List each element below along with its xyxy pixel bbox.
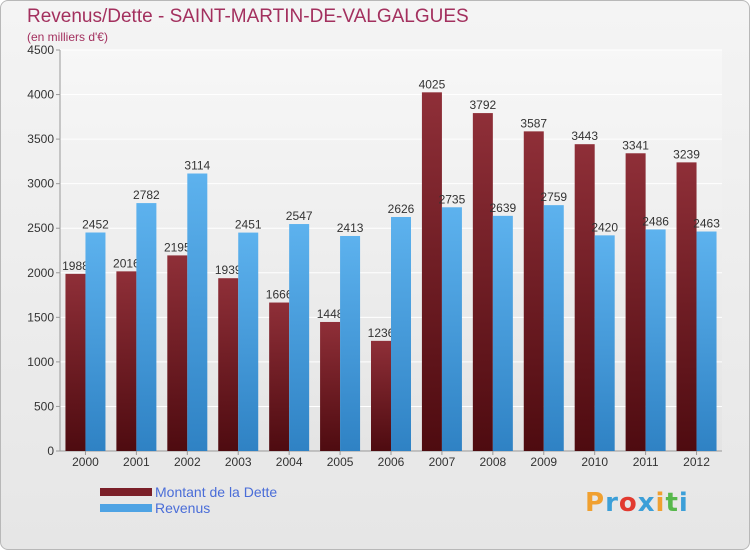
bar-dette — [523, 131, 544, 451]
bar-dette — [65, 273, 86, 451]
bar-revenus — [594, 235, 615, 451]
bar-dette — [625, 153, 646, 451]
chart-subtitle: (en milliers d'€) — [27, 30, 108, 44]
data-label-dette: 1666 — [266, 288, 293, 302]
data-label-dette: 2016 — [113, 256, 140, 270]
x-tick-label: 2000 — [72, 455, 99, 469]
data-label-revenus: 2451 — [235, 218, 262, 232]
x-tick-label: 2001 — [123, 455, 150, 469]
y-tick-label: 3500 — [27, 132, 54, 146]
data-label-revenus: 2782 — [133, 188, 160, 202]
bar-revenus — [238, 232, 259, 451]
data-label-revenus: 2420 — [591, 220, 618, 234]
bar-dette — [676, 162, 697, 451]
y-tick-label: 500 — [34, 399, 54, 413]
data-label-dette: 3792 — [469, 98, 496, 112]
legend-label-dette: Montant de la Dette — [155, 484, 278, 500]
data-label-dette: 2195 — [164, 240, 191, 254]
bar-revenus — [85, 232, 106, 451]
data-label-dette: 1448 — [317, 307, 344, 321]
x-tick-label: 2003 — [225, 455, 252, 469]
data-label-dette: 3239 — [673, 147, 700, 161]
bar-dette — [167, 255, 188, 451]
bar-revenus — [492, 215, 513, 451]
bar-dette — [269, 302, 290, 451]
x-tick-label: 2012 — [683, 455, 710, 469]
logo-letter: x — [637, 488, 656, 518]
data-label-dette: 1988 — [62, 259, 89, 273]
logo-letter: t — [665, 488, 679, 518]
y-tick-label: 4000 — [27, 88, 54, 102]
logo-letter: P — [585, 488, 606, 518]
data-label-revenus: 2547 — [286, 209, 313, 223]
data-label-dette: 3587 — [520, 116, 547, 130]
data-label-revenus: 2735 — [439, 192, 466, 206]
x-tick-label: 2004 — [276, 455, 303, 469]
bar-revenus — [289, 224, 310, 451]
data-label-revenus: 2626 — [388, 202, 415, 216]
data-label-dette: 1939 — [215, 263, 242, 277]
bar-revenus — [543, 205, 564, 451]
data-label-dette: 3341 — [622, 138, 649, 152]
data-label-dette: 4025 — [419, 77, 446, 91]
data-label-revenus: 2463 — [693, 217, 720, 231]
bar-dette — [472, 113, 493, 451]
x-tick-label: 2005 — [327, 455, 354, 469]
bar-dette — [574, 144, 595, 452]
bar-revenus — [187, 173, 208, 451]
bar-revenus — [441, 207, 462, 451]
x-tick-label: 2008 — [479, 455, 506, 469]
y-tick-label: 0 — [47, 444, 54, 458]
bar-dette — [116, 271, 137, 451]
x-tick-label: 2002 — [174, 455, 201, 469]
y-tick-label: 1000 — [27, 355, 54, 369]
bar-dette — [421, 92, 442, 452]
chart-title: Revenus/Dette - SAINT-MARTIN-DE-VALGALGU… — [27, 6, 469, 27]
y-tick-label: 1500 — [27, 310, 54, 324]
data-label-dette: 1236 — [368, 326, 395, 340]
bar-revenus — [645, 229, 666, 451]
bar-dette — [320, 321, 341, 451]
bar-revenus — [340, 235, 361, 451]
x-tick-label: 2007 — [429, 455, 456, 469]
bar-dette — [371, 340, 391, 451]
legend-label-revenus: Revenus — [155, 500, 211, 516]
logo-letter: o — [618, 488, 638, 518]
data-label-revenus: 2452 — [82, 217, 109, 231]
bar-revenus — [696, 231, 717, 451]
data-label-revenus: 2639 — [489, 201, 516, 215]
proxiti-logo: Proxiti — [585, 488, 689, 518]
y-tick-label: 2000 — [27, 266, 54, 280]
bar-dette — [218, 278, 239, 451]
legend-swatch-dette — [100, 488, 152, 496]
x-tick-label: 2006 — [378, 455, 405, 469]
legend-swatch-revenus — [100, 504, 152, 512]
x-tick-label: 2010 — [581, 455, 608, 469]
y-tick-label: 4500 — [27, 43, 54, 57]
logo-letter: i — [655, 488, 666, 518]
data-label-revenus: 2759 — [540, 190, 567, 204]
logo-letter: r — [605, 488, 619, 518]
bar-revenus — [136, 203, 157, 451]
x-tick-label: 2011 — [633, 455, 659, 469]
data-label-dette: 3443 — [571, 129, 598, 143]
y-tick-label: 3000 — [27, 177, 54, 191]
data-label-revenus: 2486 — [642, 214, 669, 228]
x-tick-label: 2009 — [530, 455, 557, 469]
bar-revenus — [391, 216, 411, 451]
y-tick-label: 2500 — [27, 221, 54, 235]
data-label-revenus: 3114 — [184, 159, 210, 173]
logo-letter: i — [678, 488, 689, 518]
data-label-revenus: 2413 — [337, 221, 364, 235]
